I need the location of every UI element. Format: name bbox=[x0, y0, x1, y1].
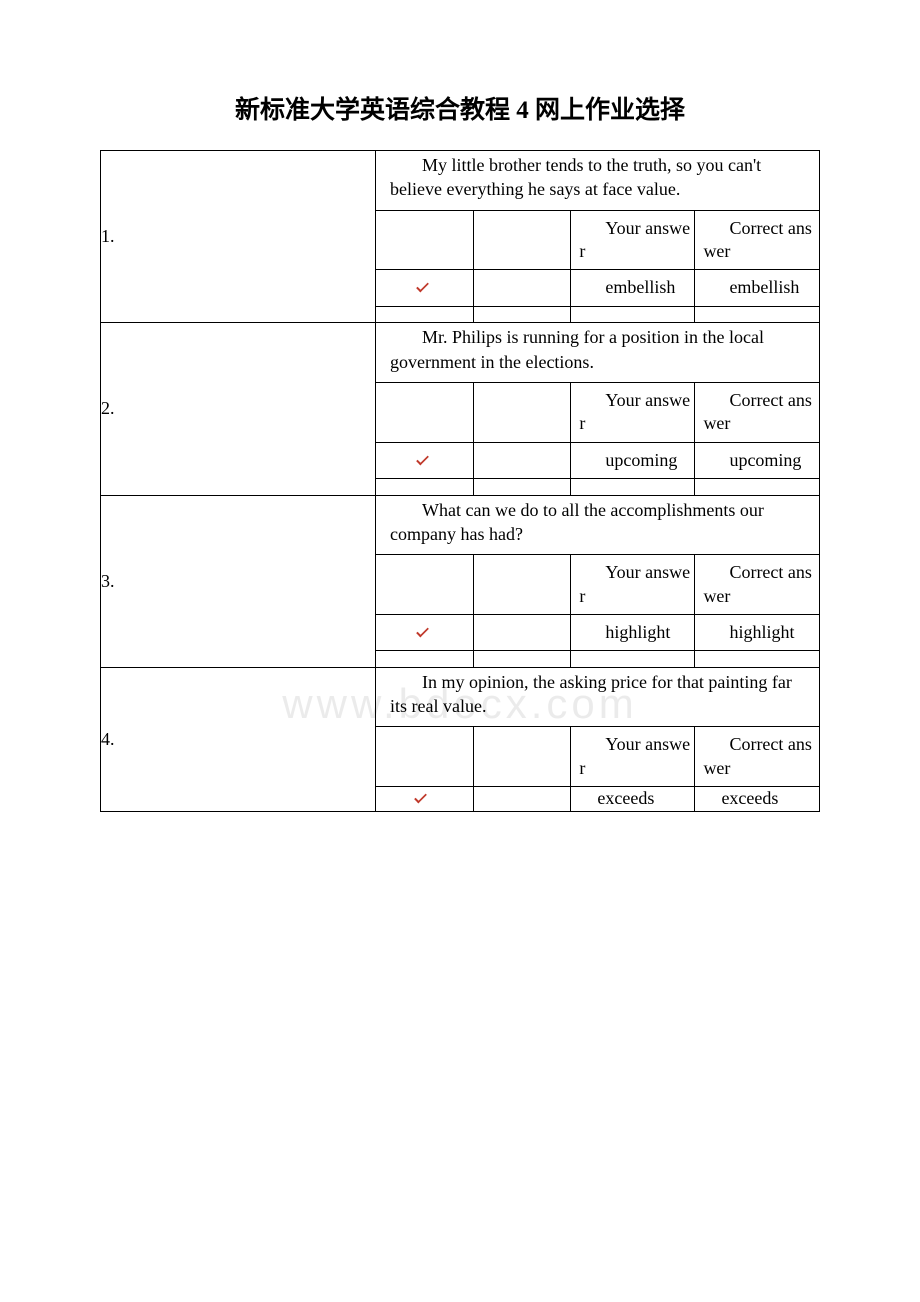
question-number: 4. bbox=[101, 667, 376, 811]
your-answer-value: exceeds bbox=[571, 787, 695, 811]
your-answer-header: Your answer bbox=[571, 382, 695, 442]
question-text: My little brother tends to the truth, so… bbox=[376, 151, 819, 210]
correct-answer-header: Correct answer bbox=[695, 210, 819, 270]
blank-cell bbox=[473, 787, 570, 811]
your-answer-header: Your answer bbox=[571, 727, 695, 787]
question-content: Mr. Philips is running for a position in… bbox=[376, 323, 820, 495]
correct-answer-header: Correct answer bbox=[695, 727, 819, 787]
question-text: What can we do to all the accomplishment… bbox=[376, 496, 819, 555]
questions-table: 1. My little brother tends to the truth,… bbox=[100, 150, 820, 812]
blank-cell bbox=[695, 306, 819, 322]
checkmark-icon bbox=[416, 279, 436, 293]
check-cell bbox=[376, 787, 473, 811]
question-row: 2. Mr. Philips is running for a position… bbox=[101, 323, 820, 495]
blank-cell bbox=[473, 382, 570, 442]
question-row: 4. In my opinion, the asking price for t… bbox=[101, 667, 820, 811]
correct-answer-value: upcoming bbox=[695, 442, 819, 478]
correct-answer-value: exceeds bbox=[695, 787, 819, 811]
question-row: 1. My little brother tends to the truth,… bbox=[101, 151, 820, 323]
blank-cell bbox=[473, 651, 570, 667]
blank-cell bbox=[473, 555, 570, 615]
question-content: My little brother tends to the truth, so… bbox=[376, 151, 820, 323]
blank-cell bbox=[376, 210, 473, 270]
your-answer-value: upcoming bbox=[571, 442, 695, 478]
check-cell bbox=[376, 270, 473, 306]
blank-cell bbox=[473, 727, 570, 787]
question-content: In my opinion, the asking price for that… bbox=[376, 667, 820, 811]
blank-cell bbox=[695, 651, 819, 667]
blank-cell bbox=[473, 479, 570, 495]
answer-table: Your answer Correct answer highlight hig… bbox=[376, 554, 819, 667]
blank-cell bbox=[473, 306, 570, 322]
blank-cell bbox=[571, 651, 695, 667]
blank-cell bbox=[473, 270, 570, 306]
question-text: Mr. Philips is running for a position in… bbox=[376, 323, 819, 382]
answer-table: Your answer Correct answer exceeds excee… bbox=[376, 726, 819, 810]
correct-answer-header: Correct answer bbox=[695, 382, 819, 442]
checkmark-icon bbox=[414, 790, 434, 804]
question-row: 3. What can we do to all the accomplishm… bbox=[101, 495, 820, 667]
your-answer-header: Your answer bbox=[571, 555, 695, 615]
your-answer-header: Your answer bbox=[571, 210, 695, 270]
blank-cell bbox=[571, 306, 695, 322]
blank-cell bbox=[376, 651, 473, 667]
checkmark-icon bbox=[416, 624, 436, 638]
correct-answer-value: embellish bbox=[695, 270, 819, 306]
blank-cell bbox=[473, 614, 570, 650]
blank-cell bbox=[376, 555, 473, 615]
blank-cell bbox=[376, 727, 473, 787]
check-cell bbox=[376, 442, 473, 478]
question-number: 2. bbox=[101, 323, 376, 495]
blank-cell bbox=[473, 210, 570, 270]
check-cell bbox=[376, 614, 473, 650]
your-answer-value: highlight bbox=[571, 614, 695, 650]
page-title: 新标准大学英语综合教程 4 网上作业选择 bbox=[100, 90, 820, 126]
answer-table: Your answer Correct answer embellish emb… bbox=[376, 210, 819, 323]
blank-cell bbox=[376, 479, 473, 495]
blank-cell bbox=[376, 306, 473, 322]
blank-cell bbox=[473, 442, 570, 478]
correct-answer-header: Correct answer bbox=[695, 555, 819, 615]
your-answer-value: embellish bbox=[571, 270, 695, 306]
blank-cell bbox=[695, 479, 819, 495]
question-text: In my opinion, the asking price for that… bbox=[376, 668, 819, 727]
correct-answer-value: highlight bbox=[695, 614, 819, 650]
checkmark-icon bbox=[416, 452, 436, 466]
blank-cell bbox=[571, 479, 695, 495]
question-number: 3. bbox=[101, 495, 376, 667]
blank-cell bbox=[376, 382, 473, 442]
answer-table: Your answer Correct answer upcoming upco… bbox=[376, 382, 819, 495]
question-number: 1. bbox=[101, 151, 376, 323]
question-content: What can we do to all the accomplishment… bbox=[376, 495, 820, 667]
